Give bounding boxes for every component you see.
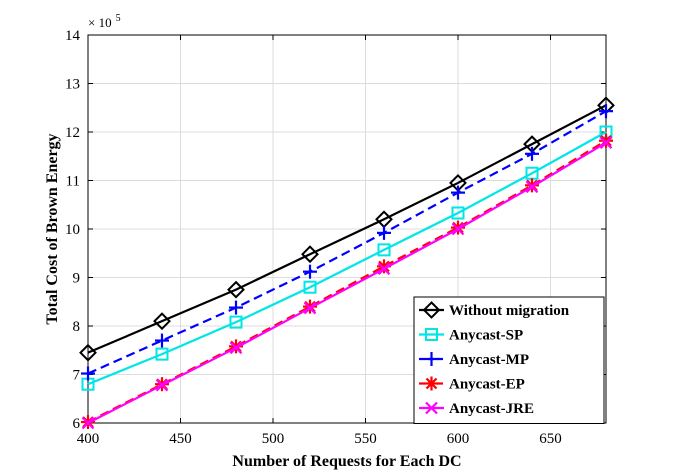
- legend-entry-anycast-sp: Anycast-SP: [419, 328, 523, 344]
- data-point: [599, 104, 613, 119]
- data-point: [227, 280, 245, 299]
- data-point: [155, 347, 169, 361]
- legend-entry-without-migration: Without migration: [419, 301, 570, 319]
- legend-swatch-marker: [424, 376, 439, 391]
- y-tick-label: 6: [73, 416, 81, 432]
- y-tick-label: 8: [73, 319, 81, 335]
- legend: Without migration Anycast-SP Anycast-MP Any…: [413, 296, 605, 424]
- data-point: [451, 206, 465, 220]
- legend-label: Without migration: [449, 303, 570, 319]
- data-point: [301, 245, 319, 264]
- legend-entry-anycast-mp: Anycast-MP: [419, 352, 529, 368]
- x-tick-label: 600: [447, 431, 470, 447]
- data-point: [229, 315, 243, 329]
- y-multiplier-base: × 10: [88, 15, 112, 30]
- x-tick-label: 500: [262, 431, 285, 447]
- data-point: [451, 185, 465, 200]
- legend-label: Anycast-JRE: [449, 401, 534, 417]
- data-point: [377, 243, 391, 257]
- x-tick-label: 550: [354, 431, 377, 447]
- data-point: [303, 301, 317, 315]
- data-point: [525, 180, 539, 194]
- legend-swatch-marker: [425, 328, 438, 341]
- y-tick-label: 7: [73, 368, 81, 384]
- data-point: [79, 343, 97, 362]
- data-point: [451, 222, 465, 236]
- data-point: [81, 416, 95, 430]
- y-axis-label: Total Cost of Brown Energy: [44, 133, 61, 324]
- data-point: [81, 366, 95, 381]
- y-tick-label: 14: [65, 28, 81, 44]
- x-tick-label: 450: [169, 431, 192, 447]
- series-group: [79, 96, 615, 430]
- data-point: [155, 333, 169, 348]
- series-line-anycast-jre: [87, 141, 607, 424]
- data-point: [303, 264, 317, 279]
- data-point: [229, 341, 243, 355]
- series-anycast-jre: [81, 136, 613, 430]
- data-point: [303, 280, 317, 294]
- legend-swatch-marker: [425, 401, 438, 415]
- data-point: [525, 146, 539, 161]
- data-point: [155, 378, 169, 392]
- legend-box: [413, 296, 605, 424]
- data-point: [599, 136, 613, 149]
- series-line-anycast-mp: [87, 110, 607, 375]
- y-tick-label: 11: [66, 174, 80, 190]
- series-line-without-migration: [87, 104, 607, 354]
- legend-entry-anycast-jre: Anycast-JRE: [419, 401, 534, 417]
- x-tick-label: 650: [539, 431, 562, 447]
- y-tick-label: 9: [73, 271, 81, 287]
- y-tick-label: 12: [65, 125, 80, 141]
- y-multiplier-exponent: 5: [116, 13, 121, 24]
- legend-label: Anycast-SP: [449, 328, 523, 344]
- y-tick-label: 13: [65, 77, 80, 93]
- data-point: [377, 225, 391, 240]
- series-line-anycast-sp: [87, 131, 607, 386]
- x-axis: 400 450 500 550 600 650: [77, 35, 562, 447]
- data-point: [153, 312, 171, 331]
- data-point: [377, 262, 391, 276]
- series-anycast-mp: [81, 104, 613, 381]
- y-tick-label: 10: [65, 222, 80, 238]
- y-axis-multiplier: × 10 5: [88, 13, 121, 31]
- x-tick-label: 400: [77, 431, 100, 447]
- x-axis-label: Number of Requests for Each DC: [232, 453, 461, 470]
- legend-swatch-marker: [422, 301, 441, 319]
- legend-label: Anycast-MP: [449, 352, 529, 368]
- legend-swatch-marker: [424, 352, 439, 366]
- legend-entry-anycast-ep: Anycast-EP: [419, 376, 525, 393]
- legend-label: Anycast-EP: [449, 377, 525, 393]
- data-point: [229, 300, 243, 315]
